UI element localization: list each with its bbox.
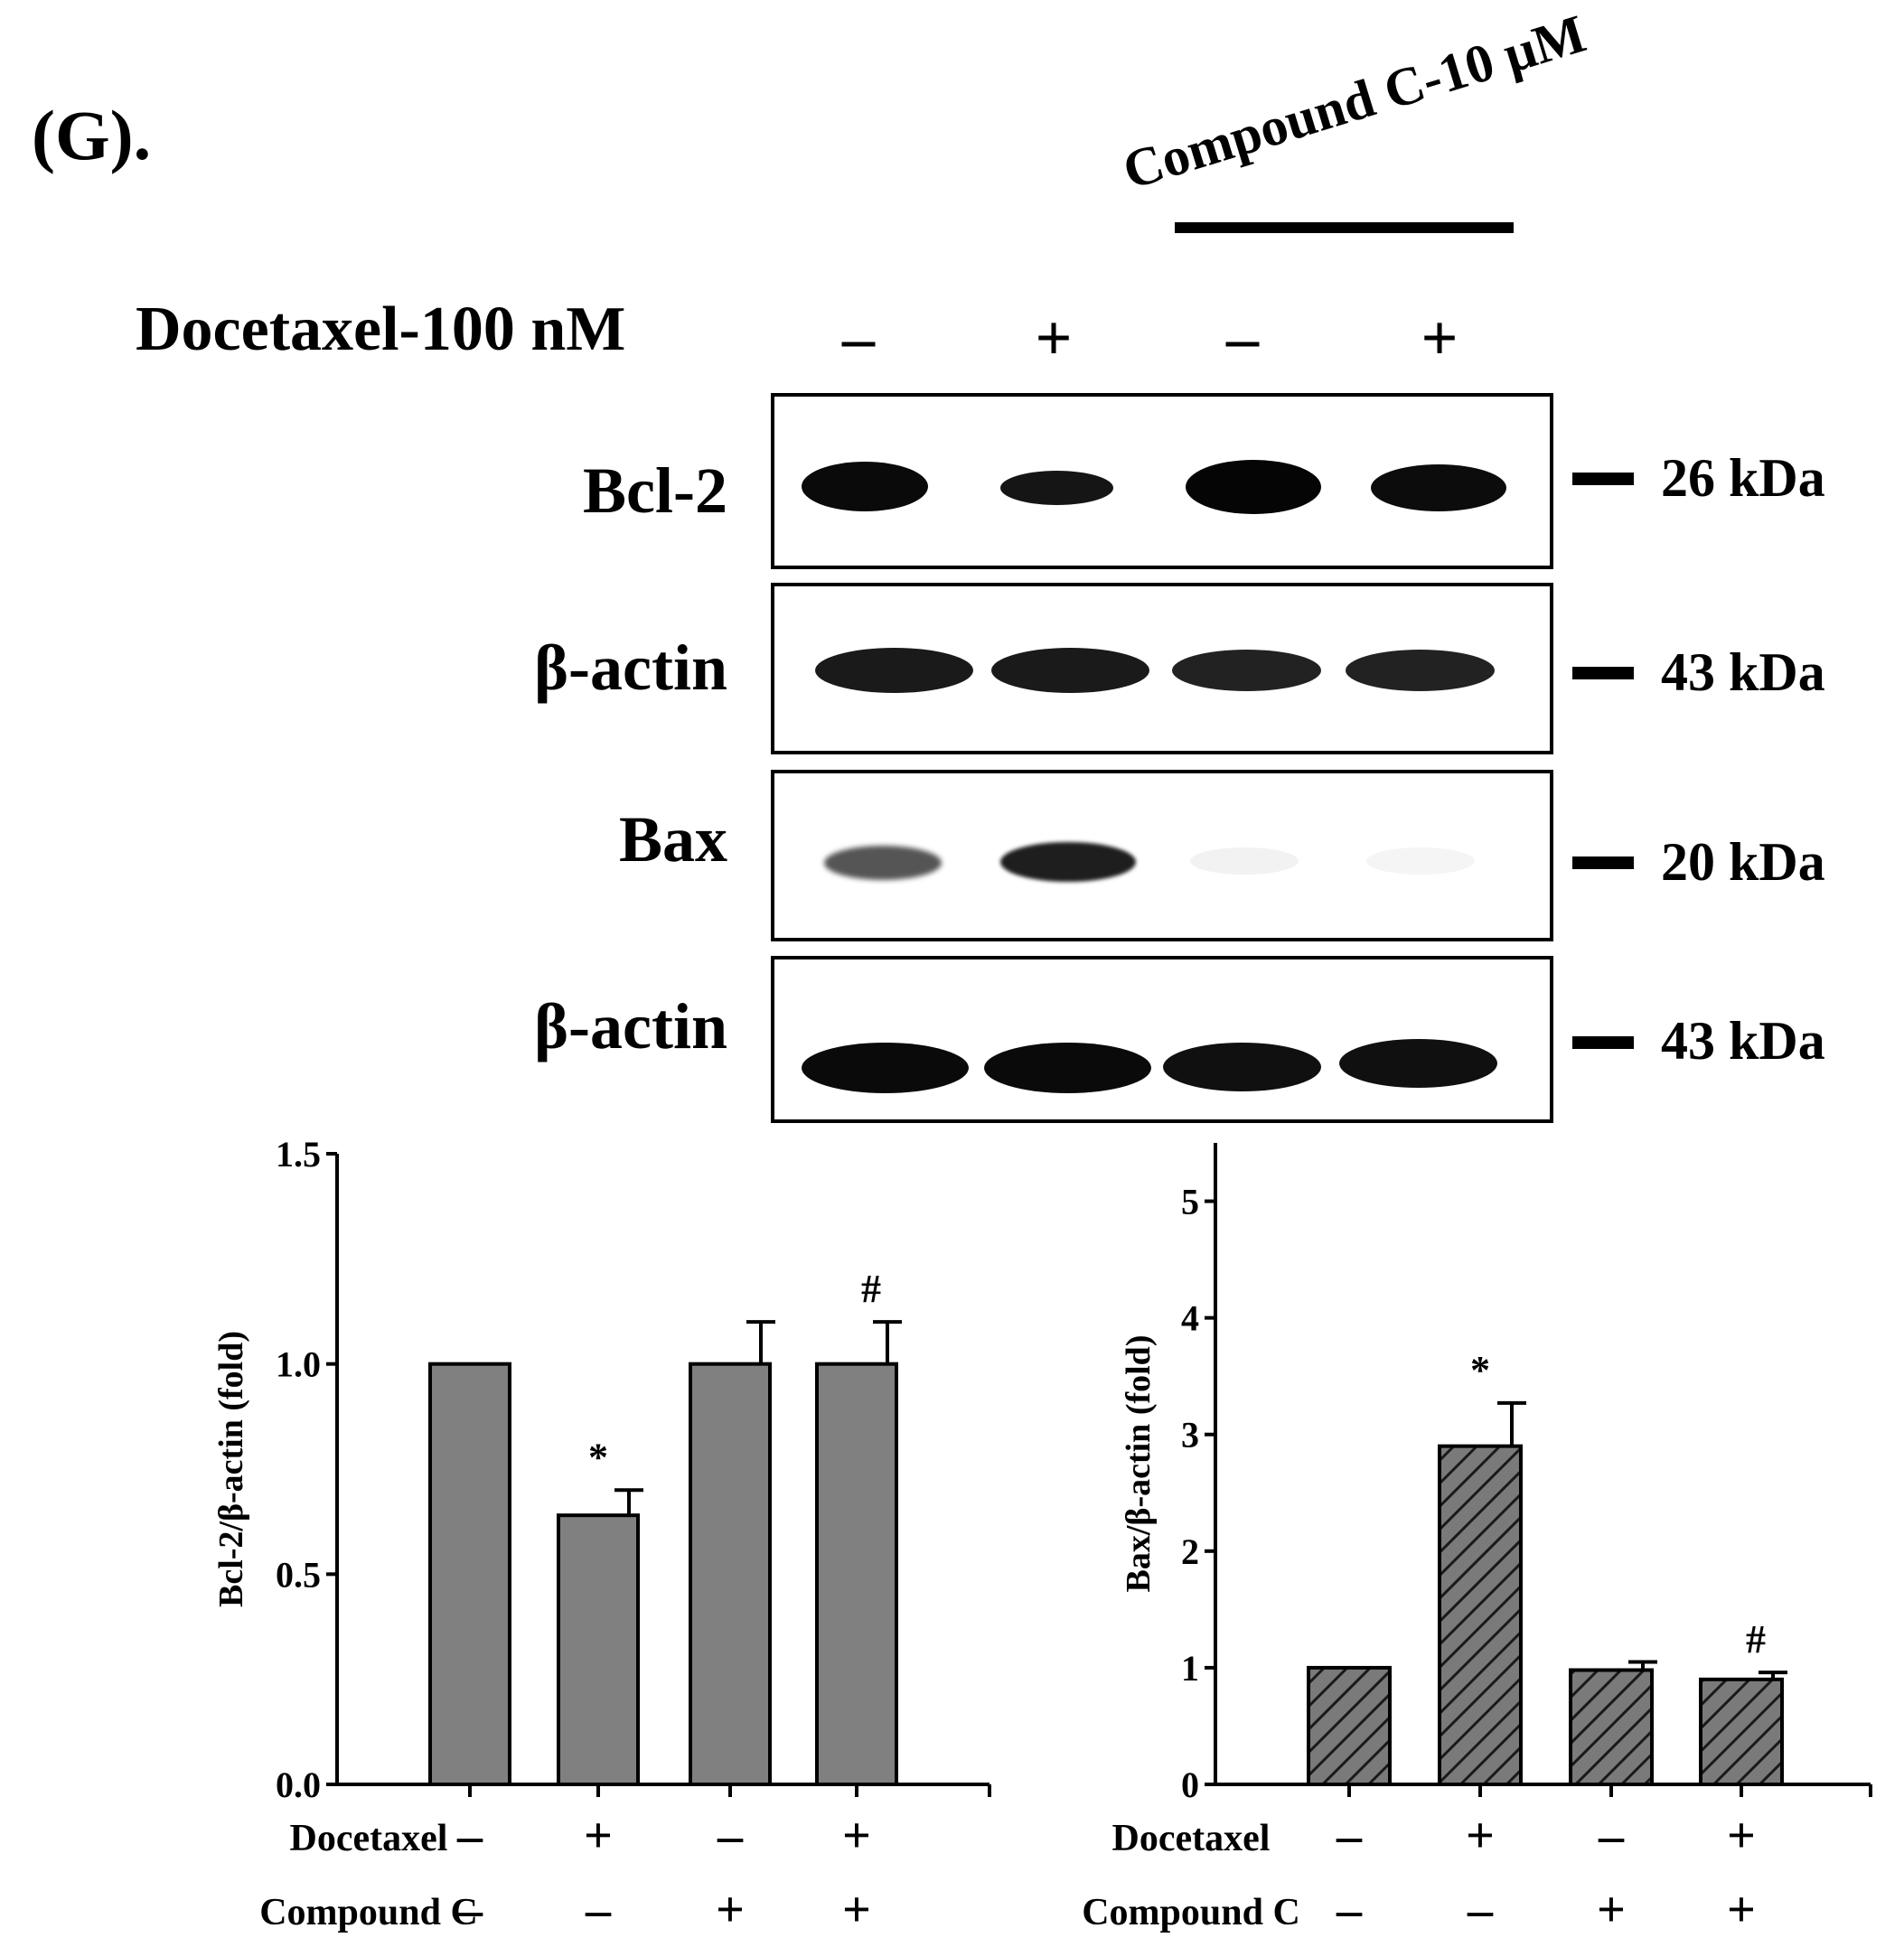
docetaxel-row-label: Docetaxel	[1112, 1818, 1271, 1859]
y-tick-label: 4	[1181, 1298, 1199, 1339]
docetaxel-sign: +	[584, 1808, 613, 1864]
band-bcl2-3	[1186, 460, 1321, 514]
band-actin1-4	[1346, 650, 1495, 691]
compound-c-sign: –	[1467, 1882, 1494, 1938]
docetaxel-sign: –	[456, 1808, 483, 1864]
band-actin2-4	[1339, 1039, 1497, 1088]
bcl2-chart: 0.0 0.5 1.0 1.5 Bcl-2/β-actin (fold) – – * + – – + #…	[212, 1134, 991, 1938]
compound-c-sign: +	[842, 1882, 871, 1938]
bar	[1569, 1668, 1654, 1787]
band-bcl2-1	[802, 462, 928, 511]
significance-mark: *	[588, 1435, 608, 1479]
blot-actin-2	[771, 956, 1553, 1123]
band-actin2-2	[984, 1043, 1151, 1093]
y-tick-label: 0.5	[276, 1554, 321, 1595]
compound-c-row-label: Compound C	[259, 1892, 478, 1933]
bar	[1307, 1665, 1392, 1786]
band-actin2-1	[802, 1043, 969, 1093]
significance-mark: *	[1470, 1348, 1490, 1392]
bar	[689, 1362, 772, 1786]
marker-actin-2: 43 kDa	[1661, 1011, 1825, 1071]
compound-c-sign: +	[1597, 1882, 1626, 1938]
compound-c-sign: –	[456, 1882, 483, 1938]
docetaxel-sign: +	[1727, 1808, 1756, 1864]
blot-bax	[771, 770, 1553, 941]
lane-sign-2: +	[1035, 302, 1073, 374]
band-bax-3	[1190, 847, 1299, 875]
band-actin1-3	[1172, 650, 1321, 691]
bar	[1699, 1677, 1784, 1787]
y-tick-label: 1	[1181, 1648, 1199, 1689]
blot-row-label-actin-1: β-actin	[534, 632, 727, 704]
band-bax-1	[824, 846, 942, 880]
band-bcl2-2	[1000, 471, 1113, 505]
marker-dash-actin-1	[1572, 667, 1634, 679]
compound-c-bar	[1175, 222, 1514, 233]
blot-row-label-bax: Bax	[618, 803, 727, 875]
docetaxel-sign: +	[1466, 1808, 1495, 1864]
significance-mark: #	[861, 1267, 881, 1311]
compound-c-sign: +	[716, 1882, 745, 1938]
bar	[428, 1362, 511, 1786]
y-axis-label: Bcl-2/β-actin (fold)	[212, 1331, 250, 1607]
y-tick-label: 0	[1181, 1764, 1199, 1805]
bar	[1438, 1444, 1523, 1786]
band-actin1-2	[991, 648, 1149, 693]
compound-c-row-label: Compound C	[1082, 1892, 1300, 1933]
bar	[815, 1362, 898, 1786]
marker-dash-actin-2	[1572, 1036, 1634, 1049]
y-tick-label: 1.5	[276, 1134, 321, 1175]
bar	[557, 1513, 640, 1786]
docetaxel-sign: +	[842, 1808, 871, 1864]
lane-sign-3: –	[1226, 302, 1259, 374]
blot-actin-1	[771, 583, 1553, 754]
compound-c-sign: –	[1336, 1882, 1363, 1938]
significance-mark: #	[1746, 1617, 1766, 1662]
marker-actin-1: 43 kDa	[1661, 642, 1825, 702]
blot-row-label-actin-2: β-actin	[534, 990, 727, 1062]
y-tick-label: 5	[1181, 1182, 1199, 1222]
docetaxel-row-label: Docetaxel	[290, 1818, 448, 1859]
band-actin2-3	[1163, 1043, 1321, 1091]
y-tick-label: 1.0	[276, 1344, 321, 1385]
docetaxel-sign: –	[717, 1808, 744, 1864]
y-tick-label: 3	[1181, 1415, 1199, 1456]
marker-bcl2: 26 kDa	[1661, 448, 1825, 508]
compound-c-sign: –	[585, 1882, 612, 1938]
docetaxel-sign: –	[1598, 1808, 1625, 1864]
y-axis-label: Bax/β-actin (fold)	[1120, 1335, 1158, 1593]
band-bax-4	[1366, 847, 1475, 875]
band-bax-2	[1000, 842, 1136, 882]
blot-bcl2	[771, 393, 1553, 569]
compound-c-sign: +	[1727, 1882, 1756, 1938]
bax-chart: 0 1 2 3 4 5 Bax/β-actin (fold) – – * + – – + # + + Doceta…	[1082, 1143, 1872, 1938]
blot-row-label-bcl2: Bcl-2	[583, 454, 727, 527]
docetaxel-label: Docetaxel-100 nM	[136, 295, 626, 364]
docetaxel-sign: –	[1336, 1808, 1363, 1864]
y-tick-label: 0.0	[276, 1764, 321, 1805]
y-tick-label: 2	[1181, 1531, 1199, 1572]
band-actin1-1	[815, 648, 973, 693]
marker-bax: 20 kDa	[1661, 832, 1825, 892]
lane-sign-1: –	[842, 302, 875, 374]
marker-dash-bax	[1572, 856, 1634, 869]
marker-dash-bcl2	[1572, 473, 1634, 485]
panel-label: (G).	[32, 96, 152, 174]
lane-sign-4: +	[1421, 302, 1458, 374]
band-bcl2-4	[1371, 464, 1506, 511]
